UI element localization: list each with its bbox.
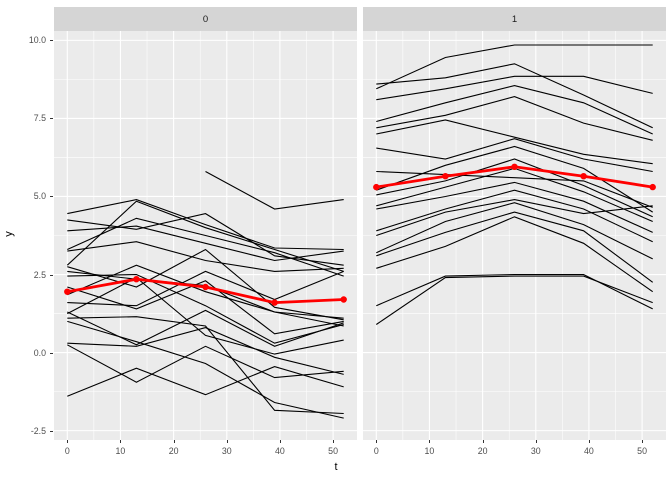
- x-tick-label: 10: [115, 446, 126, 456]
- mean-point: [64, 288, 71, 295]
- x-tick-mark: [120, 440, 122, 443]
- x-tick-label: 20: [477, 446, 488, 456]
- y-tick-label: 2.5: [33, 269, 46, 280]
- trajectory-line: [376, 145, 653, 213]
- trajectory-line: [67, 248, 344, 321]
- trajectory-line: [67, 344, 344, 383]
- trajectory-line: [376, 119, 653, 165]
- x-tick-mark: [376, 440, 378, 443]
- facet-strip-1: 1: [363, 7, 666, 31]
- y-tick-mark: [50, 40, 53, 42]
- y-tick-mark: [50, 430, 53, 432]
- facet-0-trajectories: [66, 171, 344, 419]
- x-tick-label: 40: [275, 446, 285, 456]
- x-tick-label: 10: [424, 446, 435, 456]
- trajectory-line: [67, 366, 344, 397]
- trajectory-line: [67, 213, 344, 266]
- mean-point: [580, 173, 587, 180]
- mean-point: [202, 283, 209, 291]
- x-tick-mark: [226, 440, 228, 443]
- x-tick-mark: [482, 440, 484, 443]
- trajectory-line: [67, 280, 344, 335]
- trajectory-line: [376, 199, 653, 237]
- x-tick-label: 20: [168, 446, 179, 456]
- trajectory-line: [376, 216, 654, 293]
- x-tick-mark: [279, 440, 281, 443]
- trajectory-line: [67, 241, 344, 272]
- trajectory-line: [67, 264, 344, 319]
- y-tick-mark: [50, 118, 53, 120]
- facet-strip-0: 0: [54, 7, 357, 31]
- y-tick-label: 0.0: [33, 347, 46, 358]
- x-tick-mark: [333, 440, 335, 443]
- trajectory-line: [66, 200, 344, 272]
- trajectory-line: [67, 316, 344, 415]
- mean-point: [340, 296, 347, 303]
- mean-point: [133, 276, 140, 283]
- panel-facet-0: [54, 31, 357, 440]
- x-tick-label: 50: [328, 446, 338, 456]
- trajectory-line: [205, 171, 344, 210]
- x-tick-label: 40: [584, 446, 594, 456]
- y-tick-mark: [50, 274, 53, 276]
- mean-point: [649, 183, 656, 191]
- y-tick-label: 7.5: [33, 113, 46, 124]
- trajectory-line: [376, 85, 653, 135]
- trajectory-line: [376, 96, 653, 141]
- x-tick-label: 30: [530, 446, 541, 456]
- trajectory-line: [376, 75, 653, 101]
- x-tick-label: 0: [373, 446, 379, 456]
- trajectory-line: [376, 202, 653, 260]
- facet-strip-1-label: 1: [511, 13, 518, 25]
- trajectory-line: [376, 211, 654, 283]
- trajectory-line: [67, 327, 344, 375]
- x-tick-mark: [588, 440, 590, 443]
- trajectory-line: [375, 275, 653, 325]
- y-tick-label: -2.5: [30, 425, 46, 436]
- mean-point: [511, 163, 518, 170]
- trajectory-line: [376, 158, 653, 218]
- x-tick-label: 0: [64, 446, 70, 456]
- trajectory-line: [67, 199, 344, 251]
- facet-0-mean-line: [64, 276, 347, 306]
- trajectory-line: [376, 189, 653, 243]
- x-axis-title: t: [334, 461, 338, 473]
- y-tick-mark: [50, 352, 53, 354]
- y-tick-label: 10.0: [28, 35, 46, 46]
- panel-facet-1: [363, 31, 666, 440]
- x-tick-mark: [173, 440, 175, 443]
- mean-point: [442, 173, 449, 180]
- x-tick-mark: [429, 440, 431, 443]
- x-tick-mark: [642, 440, 644, 443]
- trajectory-line: [67, 309, 344, 347]
- trajectory-line: [376, 273, 653, 310]
- y-tick-label: 5.0: [33, 191, 46, 202]
- x-tick-mark: [67, 440, 69, 443]
- facet-strip-0-label: 0: [202, 13, 209, 25]
- trajectory-line: [67, 320, 344, 419]
- y-axis-title: y: [2, 231, 15, 237]
- trajectory-line: [376, 44, 653, 90]
- mean-point: [373, 183, 380, 191]
- facet-1-mean-line: [373, 163, 656, 191]
- x-tick-label: 30: [221, 446, 232, 456]
- mean-point: [271, 299, 278, 306]
- trajectory-line: [67, 276, 344, 355]
- facet-1-trajectories: [375, 44, 654, 325]
- trajectory-line: [67, 270, 344, 307]
- x-tick-mark: [535, 440, 537, 443]
- y-tick-mark: [50, 196, 53, 198]
- trajectory-line: [376, 63, 653, 129]
- trajectory-line: [376, 181, 653, 233]
- trajectory-line: [67, 217, 344, 277]
- x-tick-label: 50: [637, 446, 647, 456]
- trajectory-line: [376, 138, 653, 173]
